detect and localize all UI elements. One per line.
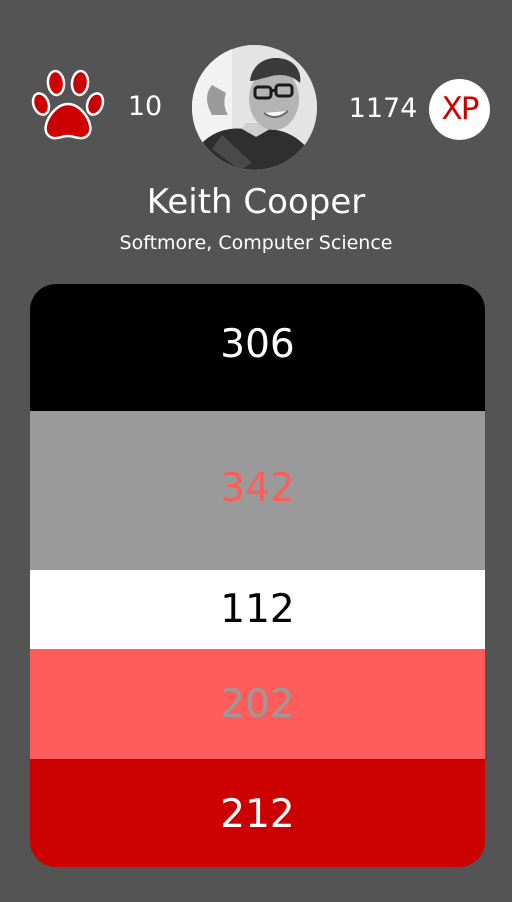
user-name: Keith Cooper (146, 182, 366, 222)
score-band-3[interactable]: 112 (30, 570, 485, 649)
score-bands-card: 306 342 112 202 212 (30, 284, 485, 867)
xp-badge[interactable]: XP (429, 79, 490, 140)
user-subtitle: Softmore, Computer Science (119, 232, 393, 254)
xp-count: 1174 (348, 93, 418, 124)
score-band-5[interactable]: 212 (30, 759, 485, 867)
user-avatar[interactable] (192, 45, 317, 170)
score-band-2[interactable]: 342 (30, 411, 485, 570)
score-band-1[interactable]: 306 (30, 284, 485, 411)
paw-count: 10 (127, 91, 163, 122)
score-band-4[interactable]: 202 (30, 649, 485, 759)
paw-print-icon[interactable] (30, 68, 106, 142)
profile-header: 10 1174 XP Keith Cooper Softmore, Comput… (0, 0, 512, 270)
